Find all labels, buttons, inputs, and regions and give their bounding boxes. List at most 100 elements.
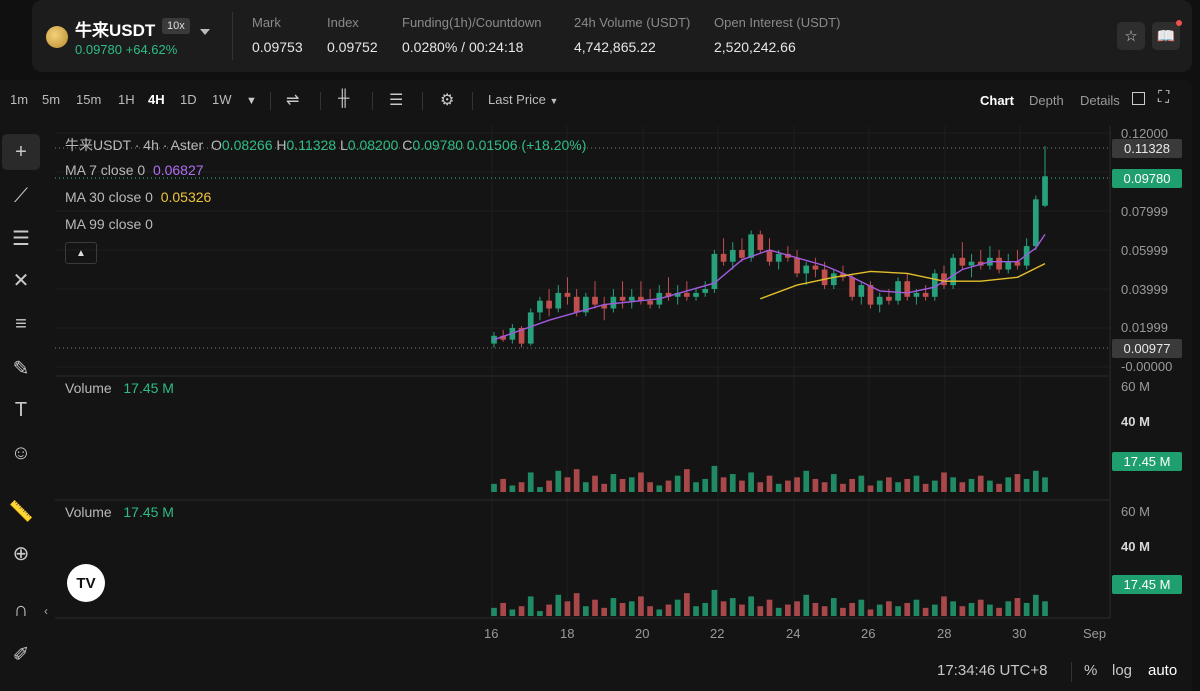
leverage-badge[interactable]: 10x bbox=[162, 18, 190, 34]
price-type-select[interactable]: Last Price ▼ bbox=[488, 92, 558, 107]
magnet-tool-icon[interactable]: ∩ bbox=[13, 598, 29, 621]
volume-bar bbox=[904, 478, 911, 492]
candle-body bbox=[628, 296, 635, 301]
volume-bar bbox=[867, 609, 874, 616]
volume-bar bbox=[876, 604, 883, 616]
stat-24h-volume: 24h Volume (USDT) 4,742,865.22 bbox=[574, 15, 690, 55]
volume-bar bbox=[592, 599, 598, 616]
fullscreen-icon[interactable]: ⛶ bbox=[1158, 89, 1170, 106]
pattern-tool-icon[interactable]: ✕ bbox=[12, 269, 30, 292]
candle-body bbox=[830, 273, 837, 286]
tradingview-logo[interactable]: TV bbox=[67, 564, 105, 602]
tab-chart[interactable]: Chart bbox=[980, 93, 1014, 108]
volume-bar bbox=[922, 607, 929, 616]
horizontal-lines-tool-icon[interactable]: ☰ bbox=[12, 227, 30, 250]
candle-body bbox=[601, 304, 608, 309]
volume-bar bbox=[785, 480, 791, 492]
volume-bar bbox=[830, 598, 837, 616]
candle-body bbox=[739, 250, 745, 258]
candle-body bbox=[1023, 246, 1030, 266]
volume-label: Volume bbox=[65, 380, 112, 396]
settings-gear-icon[interactable]: ⚙ bbox=[440, 92, 455, 109]
drawing-list-icon[interactable]: ☰ bbox=[389, 92, 404, 109]
volume-bar bbox=[830, 474, 837, 492]
candle-body bbox=[610, 296, 617, 309]
volume-bar bbox=[840, 607, 846, 616]
ma30-legend[interactable]: MA 30 close 0 0.05326 bbox=[65, 189, 211, 205]
timeframe-4h[interactable]: 4H bbox=[148, 92, 165, 107]
auto-scale-toggle[interactable]: auto bbox=[1148, 662, 1178, 679]
fib-tool-icon[interactable]: ≡ bbox=[15, 312, 27, 335]
chevron-down-icon: ▼ bbox=[549, 96, 559, 106]
clock-timezone[interactable]: 17:34:46 UTC+8 bbox=[937, 662, 1048, 679]
volume-bar bbox=[766, 599, 773, 616]
candle-body bbox=[1005, 261, 1012, 270]
volume-bar bbox=[638, 596, 644, 616]
volume-value: 17.45 M bbox=[123, 380, 174, 396]
stat-label: Funding(1h)/Countdown bbox=[402, 15, 542, 30]
x-tick: Sep bbox=[1083, 626, 1107, 641]
text-tool-icon[interactable]: T bbox=[14, 398, 28, 421]
log-scale-toggle[interactable]: log bbox=[1112, 662, 1133, 679]
volume-bar bbox=[803, 470, 810, 492]
ma30-label: MA 30 close 0 bbox=[65, 189, 153, 205]
candle-body bbox=[592, 296, 598, 305]
candle-body bbox=[546, 300, 552, 309]
volume-bar bbox=[821, 482, 828, 492]
timeframe-15m[interactable]: 15m bbox=[76, 92, 102, 107]
x-tick: 28 bbox=[937, 626, 952, 641]
ruler-tool-icon[interactable]: 📏 bbox=[8, 500, 34, 523]
brush-tool-icon[interactable]: ✎ bbox=[12, 357, 30, 380]
legend-collapse-button[interactable]: ▲ bbox=[65, 242, 97, 264]
timeframe-1d[interactable]: 1D bbox=[180, 92, 197, 107]
volume-bar bbox=[619, 478, 626, 492]
symbol-name[interactable]: 牛来USDT bbox=[75, 21, 156, 40]
timeframe-1h[interactable]: 1H bbox=[118, 92, 135, 107]
candle-type-icon[interactable]: ╫ bbox=[338, 90, 350, 107]
ma7-value: 0.06827 bbox=[152, 162, 204, 178]
tab-details[interactable]: Details bbox=[1080, 93, 1120, 108]
percent-scale-toggle[interactable]: % bbox=[1084, 662, 1098, 679]
favorite-star-button[interactable]: ☆ bbox=[1117, 22, 1145, 50]
stat-funding: Funding(1h)/Countdown 0.0280% / 00:24:18 bbox=[402, 15, 541, 55]
tab-depth[interactable]: Depth bbox=[1029, 93, 1064, 108]
layout-square-icon[interactable] bbox=[1132, 92, 1145, 105]
candle-body bbox=[647, 300, 653, 305]
volume-bar bbox=[491, 483, 497, 492]
timeframe-1w[interactable]: 1W bbox=[212, 92, 232, 107]
volume-bar bbox=[573, 593, 580, 616]
emoji-tool-icon[interactable]: ☺ bbox=[10, 441, 32, 464]
collapse-toolbar-icon[interactable]: ‹ bbox=[44, 604, 48, 618]
ma99-legend[interactable]: MA 99 close 0 bbox=[65, 216, 153, 232]
timeframe-5m[interactable]: 5m bbox=[42, 92, 61, 107]
volume-marker: 17.45 M bbox=[1112, 452, 1182, 471]
y-tick: 0.05999 bbox=[1121, 243, 1168, 258]
x-tick: 20 bbox=[635, 626, 650, 641]
candle-body bbox=[711, 253, 718, 289]
candle-body bbox=[913, 292, 920, 297]
candle-body bbox=[564, 292, 571, 297]
lock-drawing-tool-icon[interactable]: ✐ bbox=[12, 643, 30, 666]
volume-bar bbox=[794, 601, 800, 616]
stat-label: Index bbox=[327, 15, 359, 30]
ohlc-legend: 牛来USDT · 4h · Aster O0.08266 H0.11328 L0… bbox=[65, 135, 586, 155]
guide-book-button[interactable]: 📖 bbox=[1152, 20, 1182, 50]
volume-bar bbox=[684, 469, 690, 492]
volume-bar bbox=[913, 599, 920, 616]
volume-bar bbox=[647, 482, 653, 492]
crosshair-tool-icon[interactable]: + bbox=[2, 134, 40, 170]
trendline-tool-icon[interactable]: ⟋ bbox=[14, 184, 28, 207]
candle-body bbox=[775, 253, 782, 262]
symbol-dropdown-icon[interactable] bbox=[200, 29, 210, 35]
indicators-icon[interactable]: ⇌ bbox=[286, 92, 300, 109]
timeframe-1m[interactable]: 1m bbox=[10, 92, 29, 107]
ma7-legend[interactable]: MA 7 close 0 0.06827 bbox=[65, 162, 204, 178]
candle-body bbox=[500, 335, 507, 340]
candle-body bbox=[886, 296, 892, 301]
ticker-header: 牛来USDT 10x 0.09780 +64.62% Mark 0.09753 I… bbox=[32, 0, 1192, 72]
timeframe-more-chevron-icon[interactable]: ▼ bbox=[246, 95, 257, 107]
volume-bar bbox=[491, 607, 497, 616]
volume-bar bbox=[555, 470, 562, 492]
zoom-in-tool-icon[interactable]: ⊕ bbox=[12, 542, 30, 565]
